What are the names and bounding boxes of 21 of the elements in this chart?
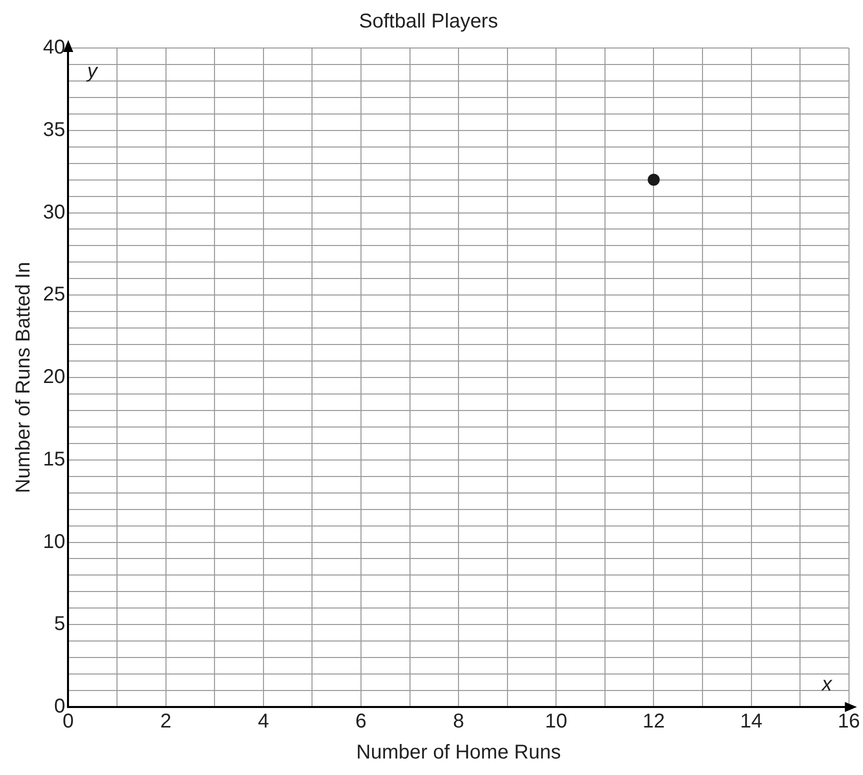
y-tick-label: 25 [42, 284, 66, 306]
x-axis-title: Number of Home Runs [356, 742, 561, 764]
x-tick-label: 8 [453, 710, 464, 733]
y-tick-label: 5 [54, 613, 66, 636]
annotation: y [85, 60, 98, 83]
x-tick-label: 2 [160, 710, 172, 733]
annotation: x [820, 674, 833, 696]
x-tick-label: 16 [838, 710, 860, 733]
x-tick-label: 6 [355, 710, 367, 733]
y-tick-label: 30 [42, 201, 66, 224]
x-tick-label: 14 [740, 710, 762, 733]
chart-title: Softball Players [359, 10, 498, 33]
y-tick-label: 10 [42, 530, 66, 553]
y-axis-title: Number of Runs Batted In [12, 262, 35, 494]
y-tick-label: 35 [42, 118, 66, 141]
x-tick-label: 4 [258, 710, 269, 733]
x-tick-label: 12 [642, 710, 665, 733]
y-tick-label: 20 [42, 366, 66, 388]
y-tick-label: 40 [42, 36, 66, 59]
x-tick-label: 10 [545, 710, 568, 733]
y-tick-label: 15 [42, 448, 66, 470]
